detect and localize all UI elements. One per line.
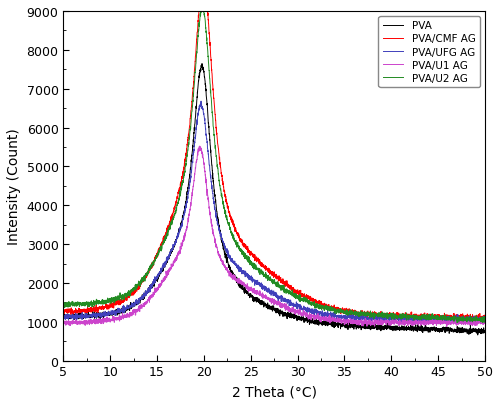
PVA/CMF AG xyxy=(240,243,246,247)
PVA/CMF AG xyxy=(108,300,114,305)
PVA/U2 AG xyxy=(108,298,114,303)
PVA xyxy=(60,313,66,318)
PVA xyxy=(428,326,434,331)
PVA/U2 AG xyxy=(198,4,204,9)
PVA/U1 AG xyxy=(428,318,434,322)
PVA/CMF AG xyxy=(134,288,140,292)
PVA xyxy=(240,287,246,292)
PVA/UFG AG xyxy=(60,314,66,319)
PVA/UFG AG xyxy=(482,316,488,321)
PVA/U1 AG xyxy=(60,321,66,326)
PVA xyxy=(134,303,140,308)
PVA/U2 AG xyxy=(428,317,434,322)
PVA/U1 AG xyxy=(240,282,246,287)
PVA/CMF AG xyxy=(474,315,480,320)
X-axis label: 2 Theta (°C): 2 Theta (°C) xyxy=(232,384,316,398)
PVA/U2 AG xyxy=(240,250,246,255)
Line: PVA: PVA xyxy=(64,64,485,335)
PVA xyxy=(222,256,228,260)
Legend: PVA, PVA/CMF AG, PVA/UFG AG, PVA/U1 AG, PVA/U2 AG: PVA, PVA/CMF AG, PVA/UFG AG, PVA/U1 AG, … xyxy=(378,17,480,88)
PVA/U2 AG xyxy=(134,283,140,288)
PVA/U2 AG xyxy=(482,317,488,322)
Y-axis label: Intensity (Count): Intensity (Count) xyxy=(7,128,21,245)
PVA/CMF AG xyxy=(222,193,228,198)
PVA/U2 AG xyxy=(222,209,228,214)
PVA xyxy=(474,329,480,334)
PVA/U2 AG xyxy=(480,320,486,325)
PVA/CMF AG xyxy=(428,315,434,320)
PVA/UFG AG xyxy=(134,298,140,303)
PVA/UFG AG xyxy=(222,246,228,251)
PVA/U1 AG xyxy=(134,307,140,312)
PVA/U2 AG xyxy=(60,303,66,307)
PVA/CMF AG xyxy=(473,319,479,324)
PVA/U1 AG xyxy=(474,322,480,327)
Line: PVA/UFG AG: PVA/UFG AG xyxy=(64,102,485,323)
PVA/UFG AG xyxy=(198,100,204,104)
PVA/CMF AG xyxy=(482,315,488,320)
PVA/UFG AG xyxy=(474,315,480,320)
Line: PVA/U2 AG: PVA/U2 AG xyxy=(64,7,485,323)
PVA/UFG AG xyxy=(240,271,246,276)
PVA/UFG AG xyxy=(428,318,434,322)
PVA/U1 AG xyxy=(108,317,114,322)
PVA/U1 AG xyxy=(197,144,203,149)
Line: PVA/U1 AG: PVA/U1 AG xyxy=(64,147,485,327)
PVA xyxy=(482,329,488,334)
PVA xyxy=(474,333,480,338)
PVA/U1 AG xyxy=(222,264,228,269)
PVA xyxy=(108,311,114,316)
PVA/U1 AG xyxy=(482,320,488,324)
Line: PVA/CMF AG: PVA/CMF AG xyxy=(64,0,485,321)
PVA/U1 AG xyxy=(444,324,450,329)
PVA xyxy=(199,62,205,67)
PVA/UFG AG xyxy=(108,311,114,315)
PVA/U2 AG xyxy=(474,317,480,322)
PVA/CMF AG xyxy=(60,309,66,314)
PVA/UFG AG xyxy=(468,321,473,326)
